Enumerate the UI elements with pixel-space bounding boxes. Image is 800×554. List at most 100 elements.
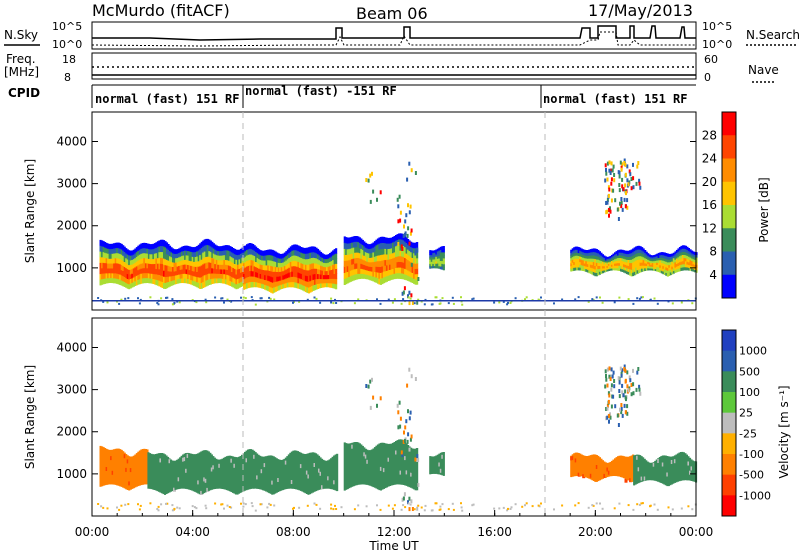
power-echo-cell (689, 262, 692, 266)
power-echo-cell (295, 255, 298, 262)
power-echo-cell (249, 243, 252, 249)
velocity-ground-echo (268, 502, 271, 505)
power-echo-cell (351, 269, 354, 276)
power-echo-cell (141, 243, 144, 249)
power-echo-cell (297, 266, 300, 273)
power-echo-cell (150, 263, 154, 269)
power-echo-cell (333, 283, 336, 289)
velocity-colorbar-swatch (722, 392, 736, 414)
power-echo-cell (370, 243, 373, 249)
power-y-axis-title: Slant Range [km] (23, 159, 37, 263)
power-echo-cell (671, 256, 674, 260)
power-echo-cell (113, 268, 116, 274)
power-echo-cell (600, 257, 603, 261)
power-echo-cell (329, 278, 332, 284)
power-echo-cell (407, 270, 410, 276)
power-echo-cell (375, 271, 378, 278)
power-echo-cell (366, 261, 369, 267)
power-echo-cell (288, 272, 291, 278)
power-echo-cell (229, 260, 232, 267)
power-echo-cell (580, 256, 583, 260)
power-echo-cell (653, 255, 656, 258)
velocity-scatter-echo (639, 391, 642, 396)
power-echo-cell (282, 262, 285, 267)
power-echo-cell (657, 252, 660, 256)
power-echo-cell (188, 255, 191, 261)
power-echo-cell (604, 269, 608, 272)
power-ground-echo (139, 298, 142, 301)
power-echo-cell (304, 264, 308, 271)
power-scatter-echo (367, 178, 370, 183)
power-echo-cell (190, 270, 193, 276)
power-echo-cell (610, 264, 614, 267)
velocity-echo-cell (159, 453, 162, 493)
velocity-ground-echo (204, 504, 207, 507)
power-echo-cell (687, 267, 691, 271)
power-ground-echo (525, 296, 528, 299)
power-echo-cell (672, 252, 675, 256)
power-echo-cell (199, 260, 202, 267)
velocity-ground-echo (173, 507, 176, 510)
power-echo-cell (654, 256, 657, 259)
power-echo-cell (132, 277, 135, 283)
power-echo-cell (244, 267, 247, 273)
power-echo-cell (607, 256, 611, 259)
velocity-echo-speck (416, 458, 420, 462)
power-echo-cell (306, 258, 309, 265)
power-echo-cell (178, 257, 181, 262)
velocity-echo-cell (105, 448, 108, 485)
power-scatter-echo (618, 183, 621, 187)
power-echo-cell (318, 273, 321, 279)
power-echo-cell (307, 247, 311, 254)
power-echo-cell (320, 256, 323, 262)
velocity-scatter-echo (627, 388, 630, 393)
velocity-scatter-echo (608, 393, 611, 398)
power-echo-cell (323, 274, 326, 280)
power-echo-cell (135, 261, 138, 267)
power-echo-cell (442, 252, 445, 256)
power-echo-cell (644, 260, 647, 264)
power-echo-cell (601, 261, 605, 264)
power-echo-cell (378, 260, 381, 267)
power-echo-cell (390, 237, 393, 244)
power-echo-cell (318, 264, 321, 270)
power-echo-cell (635, 260, 638, 265)
power-echo-cell (289, 251, 292, 257)
power-echo-cell (229, 275, 232, 281)
power-echo-cell (433, 250, 436, 253)
x-axis-title: Time UT (368, 539, 419, 553)
velocity-scatter-echo (379, 396, 382, 401)
power-echo-cell (360, 268, 363, 274)
power-echo-cell (656, 266, 659, 270)
power-echo-cell (609, 264, 612, 268)
power-echo-cell (220, 255, 223, 261)
power-echo-cell (214, 244, 217, 250)
power-scatter-echo (627, 182, 630, 187)
velocity-echo-cell (262, 456, 265, 491)
power-scatter-echo (623, 158, 626, 163)
power-echo-cell (573, 261, 576, 265)
power-echo-cell (573, 264, 576, 268)
velocity-ground-echo (417, 504, 420, 507)
power-echo-cell (675, 255, 679, 259)
power-echo-cell (351, 275, 354, 282)
power-echo-cell (172, 271, 175, 277)
power-echo-cell (209, 245, 212, 252)
power-echo-cell (270, 270, 273, 277)
power-echo-cell (389, 243, 392, 249)
power-echo-cell (238, 254, 241, 260)
power-echo-cell (235, 274, 238, 280)
power-ground-echo (332, 302, 335, 305)
velocity-scatter-echo (624, 410, 627, 415)
power-echo-cell (203, 245, 206, 252)
velocity-echo-cell (266, 455, 269, 493)
power-echo-cell (209, 251, 212, 258)
power-echo-cell (651, 264, 654, 267)
velocity-echo-cell (204, 450, 207, 493)
power-echo-cell (657, 267, 660, 270)
power-echo-cell (276, 276, 279, 282)
power-echo-cell (414, 279, 417, 285)
power-echo-cell (600, 260, 603, 264)
power-echo-cell (381, 242, 384, 249)
velocity-echo-cell (648, 462, 651, 481)
